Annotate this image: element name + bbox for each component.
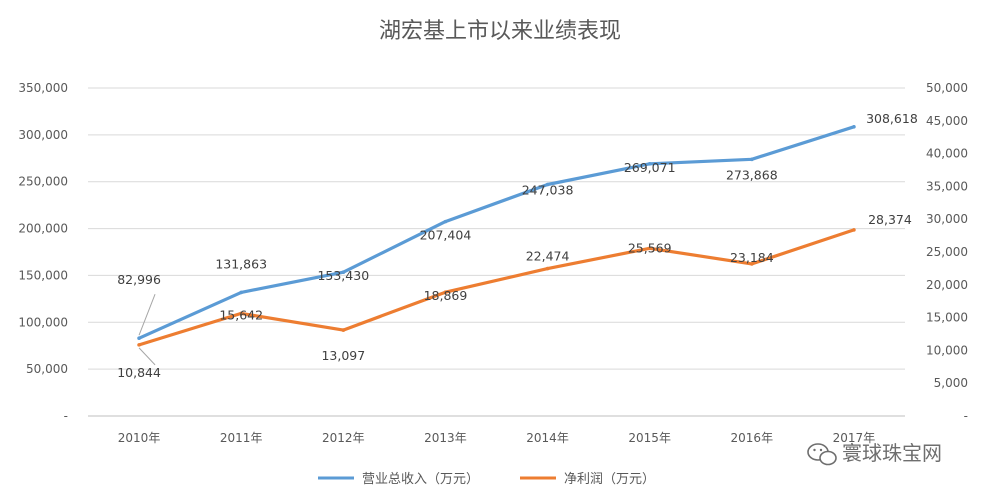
data-point (443, 219, 448, 224)
data-point (647, 246, 652, 251)
data-point (545, 266, 550, 271)
data-label: 25,569 (628, 240, 672, 255)
x-axis: 2010年 2011年 2012年 2013年 2014年 2015年 2016年 2017年 (88, 415, 905, 445)
data-point (341, 270, 346, 275)
x-axis-tick: 2011年 (220, 431, 263, 445)
left-axis: - 50,000 100,000 150,000 200,000 250,000 300,0… (18, 81, 68, 423)
data-label: 23,184 (730, 250, 774, 265)
x-axis-tick: 2014年 (526, 431, 569, 445)
wechat-icon (807, 443, 837, 466)
data-label: 13,097 (321, 348, 365, 363)
series-line-revenue (137, 125, 856, 340)
right-axis-tick: 35,000 (926, 179, 968, 193)
data-point (545, 182, 550, 187)
x-axis-tick: 2015年 (628, 431, 671, 445)
data-point (443, 290, 448, 295)
right-axis: - 5,000 10,000 15,000 20,000 25,000 30,000 35,0… (926, 81, 968, 423)
data-point (137, 336, 141, 341)
left-axis-tick: 300,000 (18, 128, 68, 142)
legend-label: 净利润（万元） (564, 472, 655, 487)
watermark-text: 寰球珠宝网 (842, 441, 942, 465)
data-label: 10,844 (117, 365, 161, 380)
data-label: 28,374 (868, 212, 912, 227)
data-label: 82,996 (117, 272, 161, 287)
data-label: 308,618 (866, 111, 918, 126)
legend: 营业总收入（万元） 净利润（万元） (318, 472, 655, 487)
right-axis-tick: 45,000 (926, 114, 968, 128)
x-axis-tick: 2012年 (322, 431, 365, 445)
gridlines (88, 87, 905, 370)
data-point (852, 124, 856, 129)
data-label: 18,869 (424, 288, 468, 303)
data-label: 131,863 (215, 256, 267, 271)
series-group (137, 124, 856, 347)
data-label: 153,430 (317, 268, 369, 283)
x-axis-tick: 2017年 (833, 431, 876, 445)
x-axis-tick: 2013年 (424, 431, 467, 445)
leader-line (138, 347, 156, 366)
x-axis-tick: 2010年 (118, 431, 161, 445)
x-axis-tick: 2016年 (731, 431, 774, 445)
legend-label: 营业总收入（万元） (362, 472, 479, 487)
data-point (852, 228, 856, 232)
right-axis-tick: - (964, 409, 968, 423)
right-axis-tick: 50,000 (926, 81, 968, 95)
data-label: 207,404 (420, 228, 472, 243)
right-axis-tick: 20,000 (926, 278, 968, 292)
data-label: 273,868 (726, 167, 778, 182)
data-label: 22,474 (526, 249, 570, 264)
data-label: 247,038 (522, 182, 574, 197)
right-axis-tick: 40,000 (926, 147, 968, 161)
series-line-net-profit (137, 228, 856, 347)
data-point (239, 311, 243, 316)
left-axis-tick: 250,000 (18, 175, 68, 189)
left-axis-tick: 100,000 (18, 315, 68, 329)
data-point (137, 343, 141, 347)
left-axis-tick: 150,000 (18, 268, 68, 282)
data-point (341, 328, 346, 332)
watermark: 寰球珠宝网 (807, 441, 942, 466)
data-point (750, 157, 754, 162)
left-axis-tick: 350,000 (18, 81, 68, 95)
chart-title: 湖宏基上市以来业绩表现 (379, 19, 621, 44)
left-axis-tick: - (64, 409, 68, 423)
leader-line (138, 294, 156, 336)
right-axis-tick: 5,000 (934, 376, 968, 390)
right-axis-tick: 10,000 (926, 343, 968, 357)
right-axis-tick: 30,000 (926, 212, 968, 226)
data-label: 15,642 (219, 307, 263, 322)
data-label: 269,071 (624, 160, 676, 175)
data-labels: 82,996 131,863 153,430 207,404 247,038 269,07… (117, 111, 918, 380)
left-axis-tick: 50,000 (26, 362, 68, 376)
data-point (750, 262, 754, 266)
data-point (239, 290, 243, 295)
right-axis-tick: 15,000 (926, 311, 968, 325)
left-axis-tick: 200,000 (18, 222, 68, 236)
right-axis-tick: 25,000 (926, 245, 968, 259)
data-point (647, 162, 652, 166)
